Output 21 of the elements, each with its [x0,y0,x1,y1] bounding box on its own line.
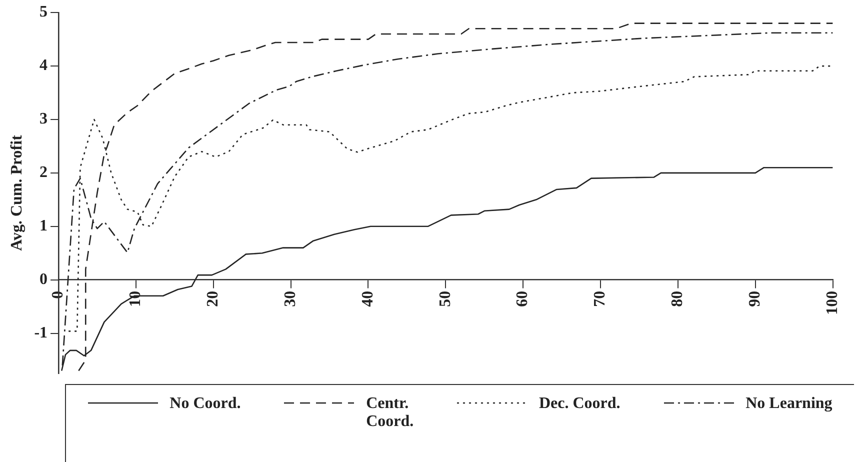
x-tick-label: 80 [669,290,686,307]
y-tick-label: 0 [40,271,48,288]
y-tick-label: 3 [40,110,48,128]
x-tick-label: 100 [824,290,841,315]
x-tick-label: 90 [746,290,764,307]
y-axis-title: Avg. Cum. Profit [8,134,26,251]
x-tick-label: 60 [514,290,532,307]
legend-label: No Coord. [170,395,241,413]
x-tick-label: 70 [592,290,609,307]
legend-label: No Learning [746,395,832,413]
y-tick-label: 1 [40,218,48,235]
y-tick-label: 5 [40,4,48,21]
y-tick-label: 2 [40,164,48,182]
legend-label: Dec. Coord. [538,395,620,413]
x-tick-label: 40 [359,290,376,307]
legend-label: Centr. Coord. [366,395,414,431]
x-tick-label: 20 [204,290,222,307]
y-tick-label: 4 [40,57,48,74]
y-tick-label: -1 [34,324,48,342]
x-tick-label: 30 [282,290,299,307]
x-tick-label: 50 [436,290,454,307]
